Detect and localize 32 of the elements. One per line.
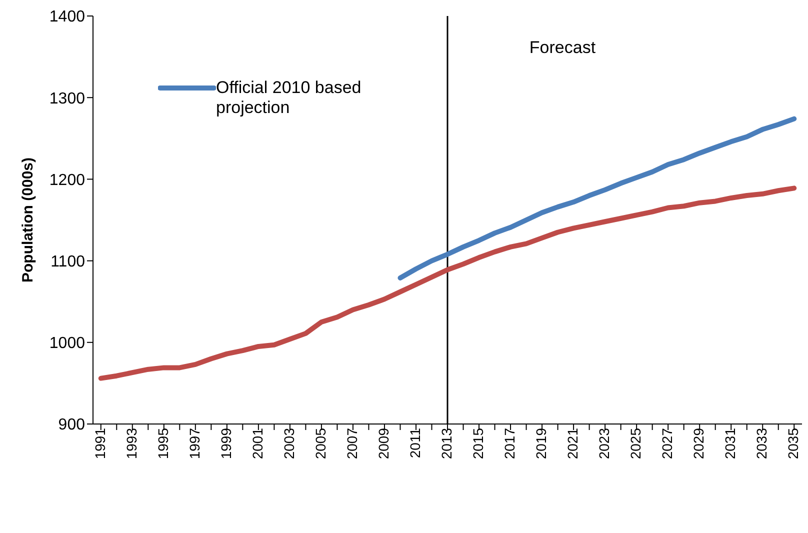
- x-tick-label: 1991: [92, 428, 108, 460]
- x-tick-label: 2001: [249, 428, 266, 460]
- y-tick-label: 1200: [49, 172, 86, 189]
- y-tick-label: 900: [58, 416, 86, 434]
- x-tick-label: 1993: [123, 428, 140, 460]
- x-tick-label: 1995: [154, 428, 171, 460]
- x-tick-label: 2011: [406, 428, 423, 458]
- x-tick-label: 2015: [470, 428, 486, 460]
- x-tick-label: 2031: [722, 428, 738, 460]
- x-tick-label: 2017: [501, 428, 518, 460]
- x-tick-label: 1997: [186, 428, 202, 460]
- x-tick-label: 2033: [754, 428, 770, 460]
- y-tick-label: 1400: [49, 8, 86, 26]
- x-tick-label: 2025: [628, 428, 644, 460]
- y-tick-label: 1000: [49, 335, 86, 352]
- x-tick-label: 2029: [690, 428, 707, 460]
- x-tick-label: 2009: [375, 428, 392, 460]
- x-tick-label: 2035: [785, 428, 802, 460]
- x-tick-label: 1999: [218, 428, 234, 460]
- x-tick-label: 2003: [280, 428, 297, 460]
- y-tick-label: 1300: [49, 90, 86, 108]
- x-tick-label: 2023: [596, 428, 612, 460]
- legend-label: Official 2010 based projection: [216, 78, 362, 118]
- y-axis-title: Population (000s): [19, 157, 36, 283]
- x-tick-label: 2021: [564, 428, 580, 460]
- x-tick-label: 2027: [659, 428, 676, 460]
- x-tick-label: 2007: [344, 428, 360, 460]
- x-tick-label: 2005: [312, 428, 328, 460]
- x-tick-label: 2013: [438, 428, 454, 460]
- x-tick-label: 2019: [532, 428, 549, 460]
- y-tick-label: 1100: [50, 253, 86, 270]
- ref-line-label: Forecast: [529, 38, 596, 58]
